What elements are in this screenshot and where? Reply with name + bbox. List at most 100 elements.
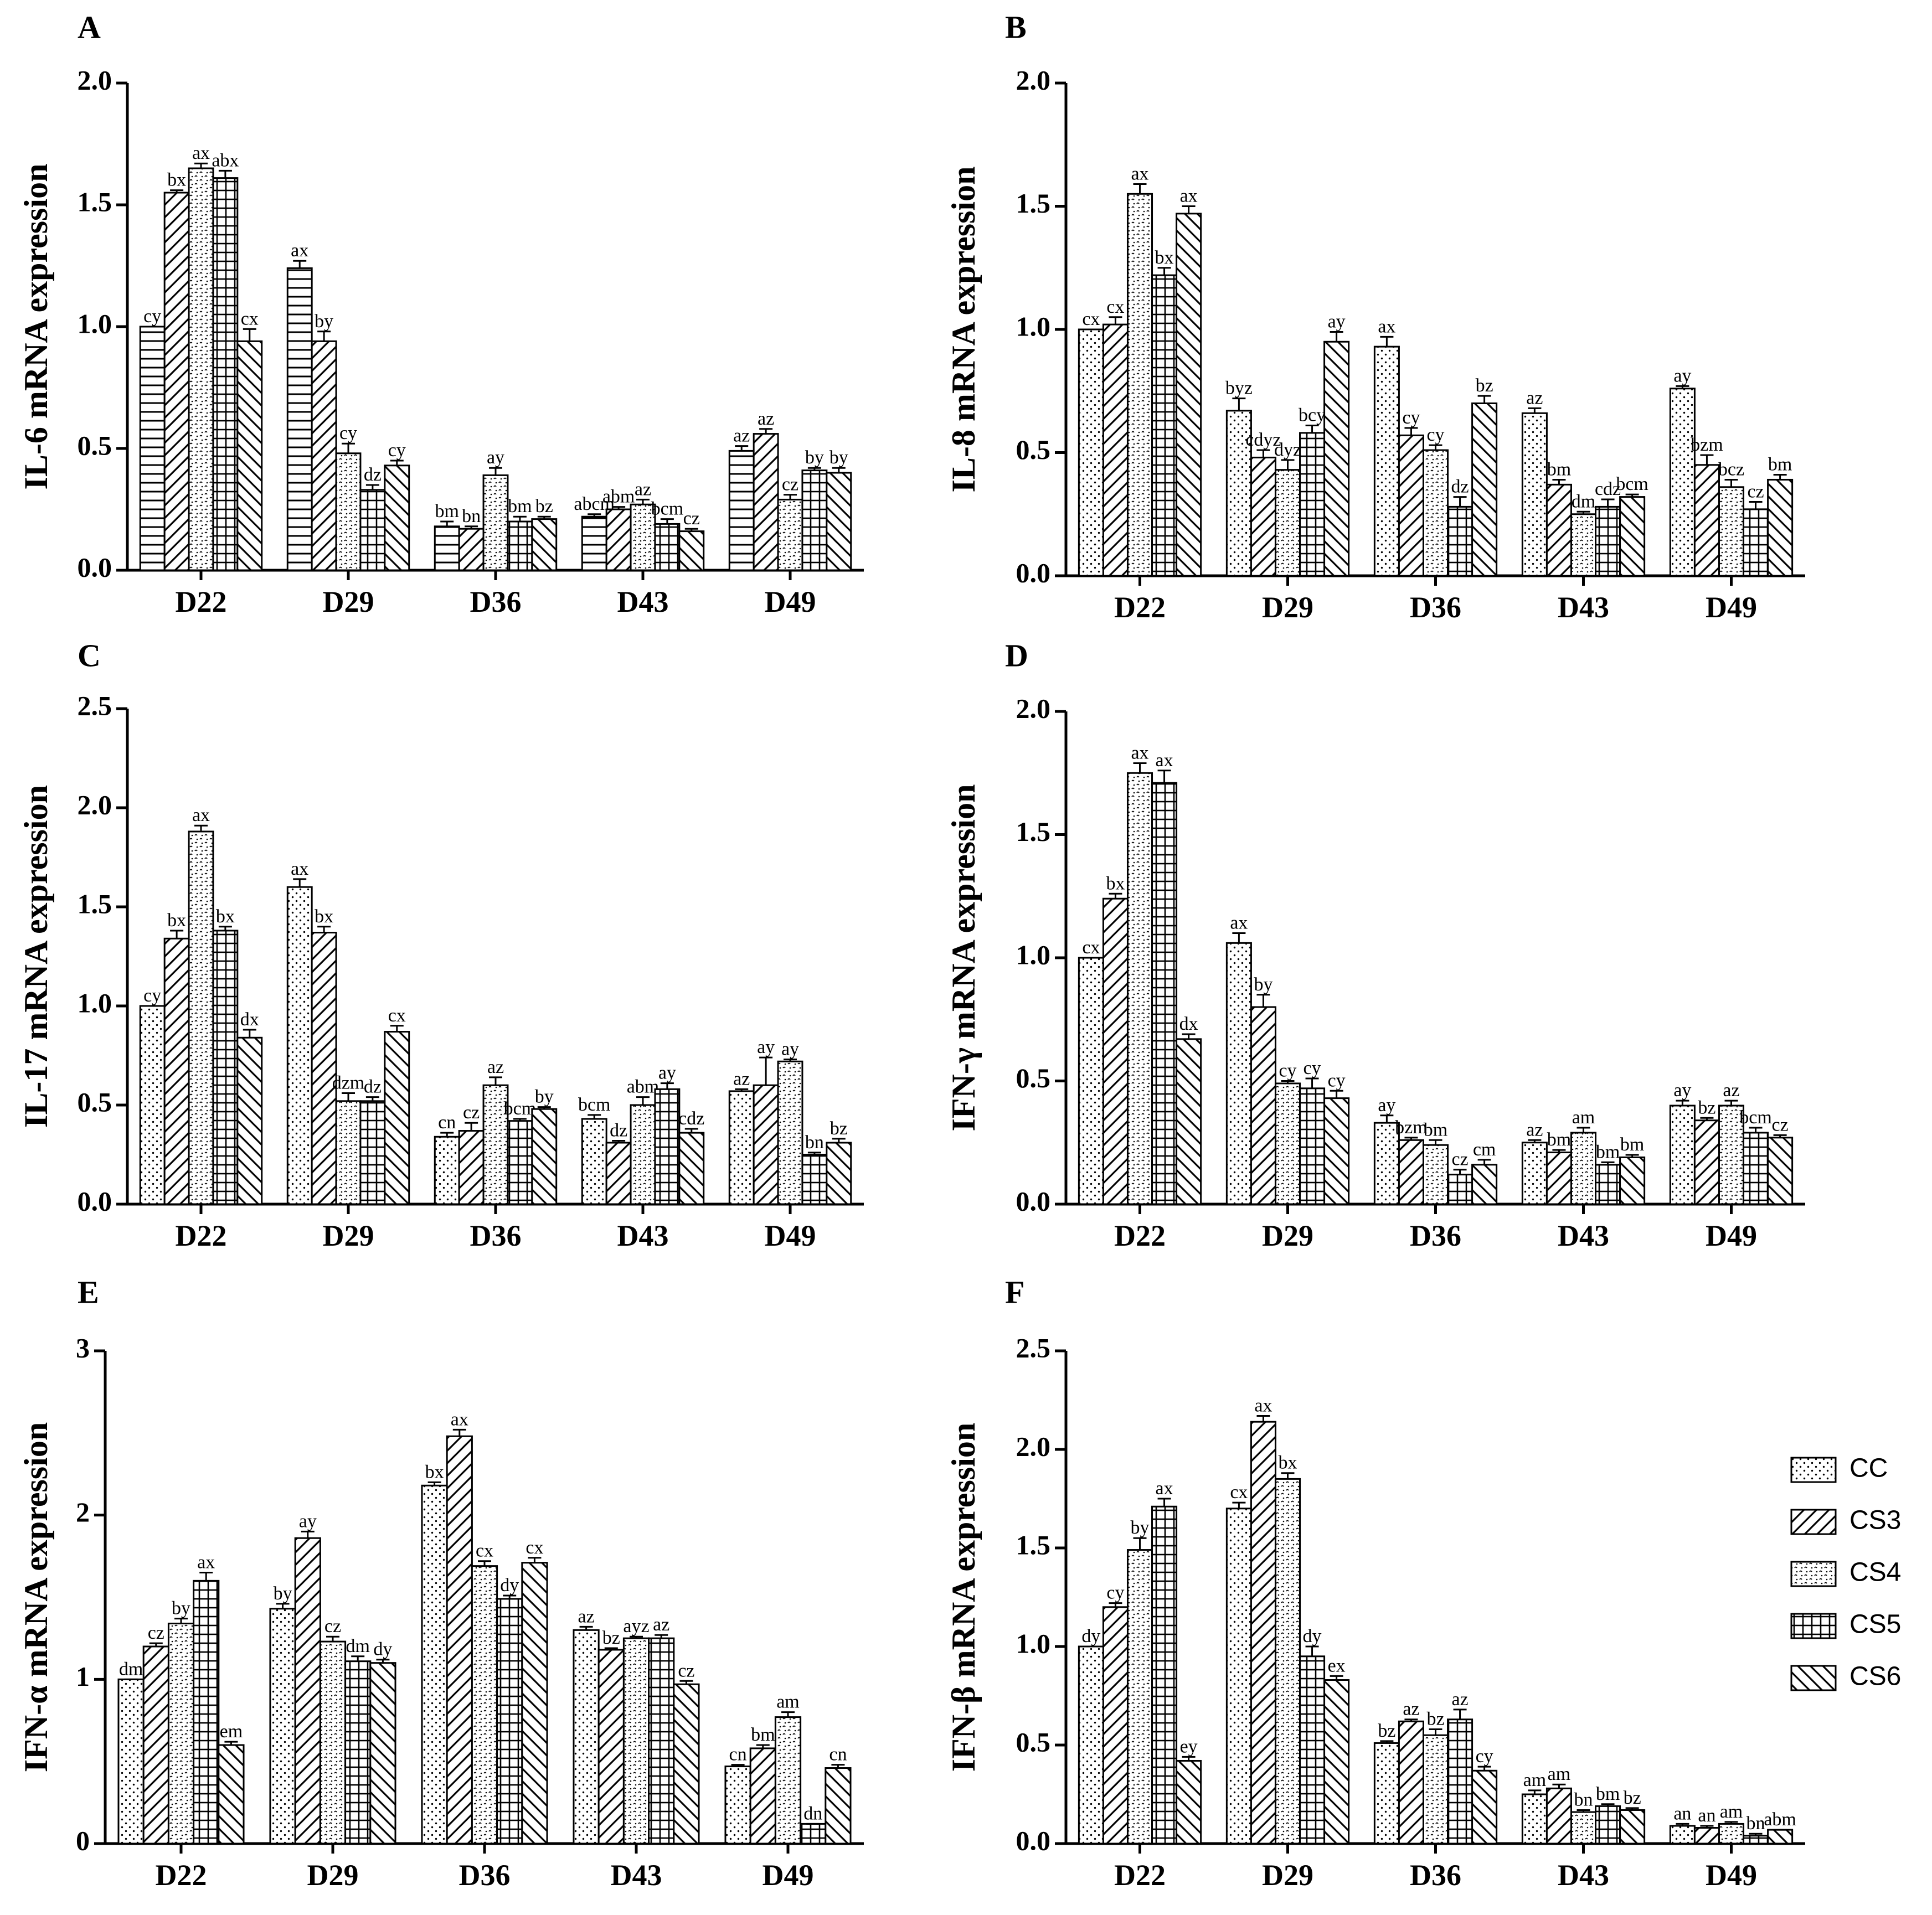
- bar-cc: [1373, 1742, 1400, 1845]
- legend-label: CS5: [1849, 1610, 1901, 1639]
- significance-label: bm: [1547, 459, 1571, 479]
- bar-cs5: [193, 1580, 220, 1845]
- significance-label: bn: [1746, 1813, 1765, 1834]
- bar-cs3: [605, 508, 632, 571]
- significance-label: am: [776, 1692, 800, 1712]
- legend-label: CS6: [1849, 1662, 1901, 1691]
- y-tick-label: 1.0: [1016, 311, 1051, 342]
- significance-label: bm: [1547, 1129, 1571, 1150]
- significance-label: dz: [364, 1077, 382, 1097]
- significance-label: bm: [1620, 1134, 1644, 1155]
- significance-label: am: [1720, 1802, 1743, 1822]
- bar-cs3: [605, 1142, 632, 1205]
- y-tick-label: 0.0: [1016, 1825, 1051, 1856]
- bar-cs6: [531, 518, 558, 571]
- bar-cc: [1521, 412, 1548, 577]
- x-tick-label: D29: [323, 1219, 374, 1252]
- legend-item-cs3: CS3: [1790, 1506, 1901, 1535]
- bar-cs3: [163, 192, 190, 571]
- y-tick-label: 1.0: [78, 308, 112, 339]
- panel-label: F: [1005, 1274, 1024, 1310]
- significance-label: cz: [678, 1660, 694, 1681]
- x-tick-label: D43: [1558, 591, 1609, 624]
- significance-label: em: [220, 1721, 243, 1742]
- y-tick-label: 1.0: [1016, 1628, 1051, 1659]
- chart-panel-b: B IL-8 mRNA expression 0.0 0.5 1.0 1.5 2.0 D22 c…: [945, 9, 1805, 624]
- bar-cs3: [294, 1537, 321, 1845]
- significance-label: dy: [500, 1575, 519, 1596]
- bar-cs6: [1176, 213, 1202, 577]
- significance-label: bx: [1279, 1453, 1297, 1473]
- significance-label: bx: [315, 906, 333, 927]
- bar-cs5: [1595, 505, 1621, 577]
- bar-cs6: [1471, 1769, 1498, 1845]
- bar-cs5: [359, 1100, 386, 1205]
- bar-cs4: [335, 1100, 362, 1205]
- significance-label: dm: [119, 1659, 143, 1679]
- significance-label: dx: [1179, 1014, 1198, 1034]
- x-tick-label: D29: [323, 585, 374, 618]
- bar-cs6: [825, 1767, 852, 1845]
- bar-cs6: [531, 1108, 558, 1205]
- x-tick-label: D43: [617, 1219, 669, 1252]
- bar-cs6: [236, 340, 263, 571]
- bar-cs5: [1743, 508, 1769, 577]
- bar-cs4: [1422, 1734, 1449, 1845]
- bar-cs3: [1398, 1720, 1424, 1845]
- bar-cs3: [1693, 464, 1720, 577]
- chart-panel-f: F IFN-β mRNA expression 0.0 0.5 1.0 1.5 2.0 2.5…: [945, 1274, 1805, 1892]
- bar-cc: [286, 267, 313, 571]
- bar-cs4: [1422, 1144, 1449, 1205]
- bar-cs3: [749, 1747, 776, 1845]
- significance-label: dy: [373, 1639, 392, 1660]
- significance-label: bcm: [651, 499, 684, 519]
- bar-cc: [1078, 957, 1104, 1205]
- bar-cc: [1078, 1645, 1104, 1845]
- significance-label: ax: [1378, 316, 1395, 337]
- chart-panel-c: C IL-17 mRNA expression 0.0 0.5 1.0 1.5 2.0 2.5…: [18, 637, 864, 1252]
- significance-label: bz: [1476, 375, 1493, 396]
- significance-label: az: [1451, 1689, 1468, 1710]
- y-tick-label: 2: [76, 1496, 90, 1527]
- significance-label: bcm: [1616, 474, 1648, 494]
- significance-label: abx: [212, 150, 239, 171]
- bar-cs3: [458, 1130, 485, 1205]
- significance-label: cx: [241, 308, 259, 329]
- significance-label: bm: [435, 501, 458, 522]
- y-axis-label: IL-8 mRNA expression: [945, 167, 982, 493]
- bar-cs5: [1299, 1655, 1326, 1845]
- significance-label: ax: [1156, 750, 1173, 771]
- y-tick-label: 1.5: [1016, 1529, 1051, 1560]
- bar-cs3: [311, 932, 337, 1205]
- bar-cc: [573, 1629, 600, 1845]
- bar-cs3: [311, 340, 337, 571]
- y-axis-label: IL-17 mRNA expression: [18, 785, 54, 1128]
- significance-label: cy: [1476, 1746, 1493, 1767]
- y-tick-label: 1.5: [1016, 816, 1051, 847]
- chart-panel-d: D IFN-γ mRNA expression 0.0 0.5 1.0 1.5 2.0 D22…: [945, 637, 1805, 1252]
- bar-cc: [434, 1135, 460, 1205]
- significance-label: bzm: [1395, 1117, 1428, 1138]
- significance-label: an: [1698, 1805, 1715, 1826]
- bar-cs6: [1323, 340, 1350, 577]
- bar-cs4: [1718, 486, 1745, 577]
- bar-cs5: [1299, 432, 1326, 577]
- significance-label: ax: [1131, 163, 1148, 184]
- x-tick-label: D36: [1410, 591, 1461, 624]
- bar-cs6: [1323, 1097, 1350, 1205]
- significance-label: bz: [1378, 1721, 1395, 1741]
- bar-cc: [421, 1484, 448, 1845]
- bar-cs4: [167, 1622, 195, 1845]
- panel-label: C: [78, 637, 101, 673]
- x-tick-label: D29: [1262, 1219, 1313, 1252]
- significance-label: bcy: [1299, 405, 1326, 426]
- significance-label: az: [635, 479, 651, 499]
- significance-label: ax: [451, 1409, 468, 1429]
- significance-label: bz: [1426, 1709, 1444, 1730]
- x-tick-label: D49: [765, 1219, 816, 1252]
- y-tick-label: 0.0: [1016, 557, 1051, 588]
- bar-cs4: [188, 830, 214, 1205]
- y-tick-label: 1.0: [1016, 939, 1051, 970]
